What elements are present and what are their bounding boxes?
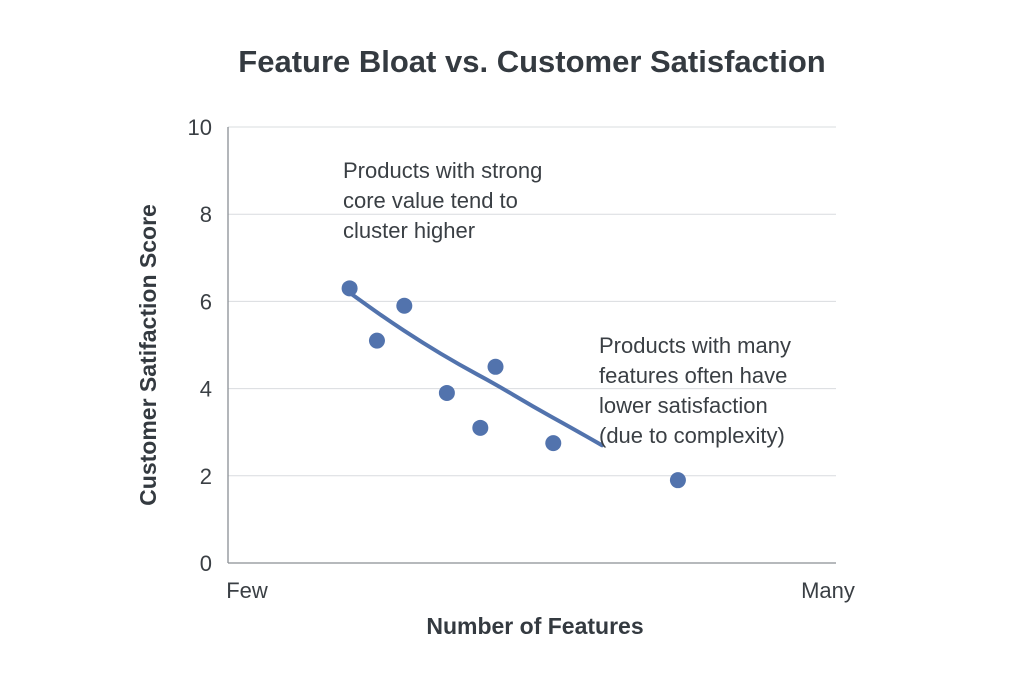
y-axis-title: Customer Satifaction Score bbox=[135, 204, 161, 506]
y-tick-label-2: 2 bbox=[200, 464, 212, 489]
x-tick-label-many: Many bbox=[801, 578, 855, 603]
annotation-low-line-3: lower satisfaction bbox=[599, 393, 768, 418]
y-tick-label-0: 0 bbox=[200, 551, 212, 576]
y-tick-label-8: 8 bbox=[200, 202, 212, 227]
x-tick-label-few: Few bbox=[226, 578, 268, 603]
y-tick-label-6: 6 bbox=[200, 289, 212, 314]
grid-lines bbox=[228, 126, 836, 477]
annotation-high-cluster: Products with strong core value tend to … bbox=[343, 158, 548, 243]
data-point-5 bbox=[472, 419, 489, 436]
data-point-2 bbox=[368, 332, 385, 349]
data-point-8 bbox=[669, 472, 686, 489]
data-point-1 bbox=[341, 280, 358, 297]
annotation-high-line-1: Products with strong bbox=[343, 158, 542, 183]
annotation-low-line-1: Products with many bbox=[599, 333, 791, 358]
annotation-high-line-2: core value tend to bbox=[343, 188, 518, 213]
annotation-complexity: Products with many features often have l… bbox=[599, 333, 797, 448]
chart-title: Feature Bloat vs. Customer Satisfaction bbox=[238, 44, 825, 79]
annotation-high-line-3: cluster higher bbox=[343, 218, 475, 243]
data-points bbox=[341, 280, 686, 489]
y-tick-label-4: 4 bbox=[200, 377, 212, 402]
data-point-3 bbox=[396, 297, 413, 314]
y-tick-labels: 0 2 4 6 8 10 bbox=[188, 115, 212, 576]
x-axis-title: Number of Features bbox=[426, 613, 643, 639]
data-point-6 bbox=[487, 358, 504, 375]
annotation-low-line-4: (due to complexity) bbox=[599, 423, 785, 448]
data-point-4 bbox=[438, 384, 455, 401]
axes bbox=[227, 127, 836, 564]
annotation-low-line-2: features often have bbox=[599, 363, 787, 388]
y-tick-label-10: 10 bbox=[188, 115, 212, 140]
data-point-7 bbox=[545, 435, 562, 452]
trend-line bbox=[350, 292, 604, 448]
